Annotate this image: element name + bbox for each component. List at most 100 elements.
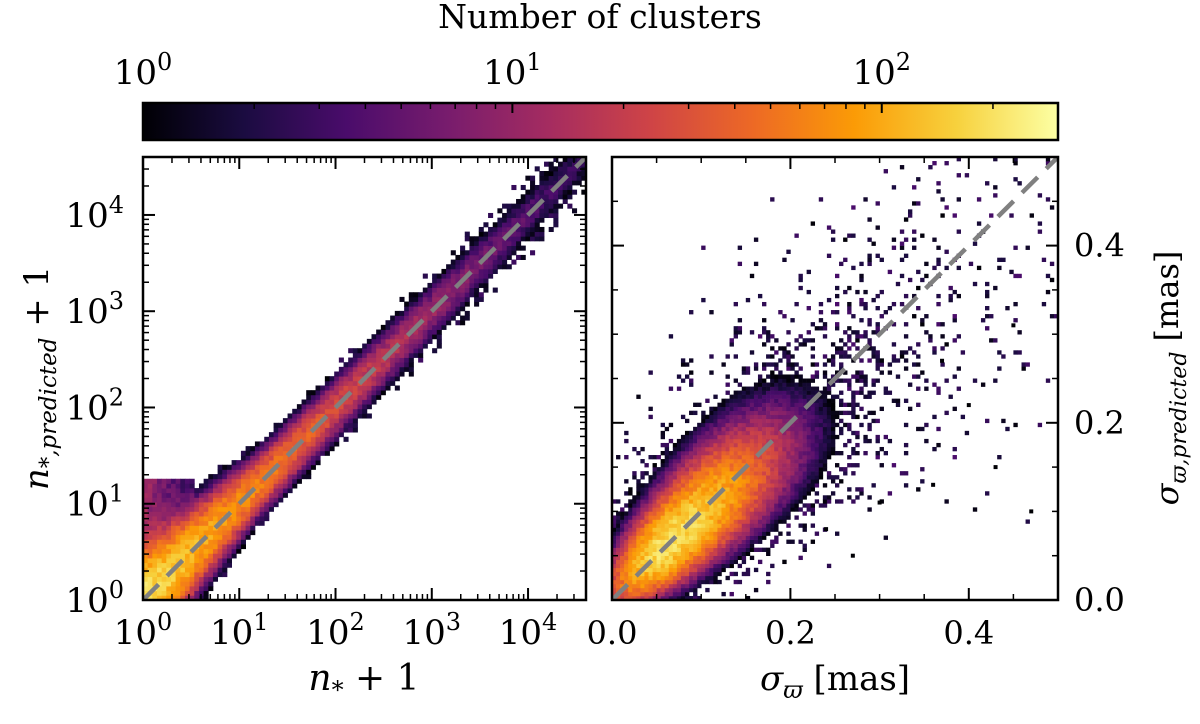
heatmap-cell: [798, 539, 803, 544]
heatmap-cell: [924, 438, 929, 444]
heatmap-cell: [203, 544, 209, 550]
heatmap-cell: [632, 583, 637, 589]
heatmap-cell: [733, 479, 738, 484]
heatmap-cell: [628, 507, 633, 512]
heatmap-cell: [184, 567, 191, 573]
heatmap-cell: [226, 562, 232, 568]
heatmap-cell: [818, 410, 824, 416]
heatmap-cell: [689, 567, 694, 573]
heatmap-cell: [745, 511, 751, 516]
heatmap-cell: [725, 402, 730, 407]
heatmap-cell: [920, 479, 925, 484]
heatmap-cell: [175, 590, 181, 596]
heatmap-cell: [469, 245, 475, 251]
heatmap-cell: [867, 495, 872, 500]
heatmap-cell: [282, 483, 288, 489]
heatmap-cell: [640, 587, 645, 593]
heatmap-cell: [422, 334, 428, 340]
heatmap-cell: [436, 334, 442, 340]
heatmap-cell: [709, 354, 714, 359]
left-y-axis-label: n*,predicted + 1: [17, 266, 62, 490]
heatmap-cell: [916, 177, 921, 182]
heatmap-cell: [648, 495, 653, 500]
heatmap-cell: [770, 511, 775, 516]
heatmap-cell: [296, 478, 302, 484]
heatmap-cell: [855, 463, 860, 468]
heatmap-cell: [208, 576, 214, 582]
heatmap-cell: [753, 394, 759, 399]
heatmap-cell: [189, 590, 195, 596]
heatmap-cell: [497, 226, 503, 233]
heatmap-cell: [814, 467, 820, 472]
heatmap-cell: [287, 427, 293, 433]
heatmap-cell: [254, 506, 260, 512]
heatmap-cell: [717, 442, 722, 448]
heatmap-cell: [264, 497, 270, 503]
heatmap-cell: [680, 591, 686, 597]
heatmap-cell: [648, 595, 653, 600]
heatmap-cell: [652, 495, 657, 500]
heatmap-cell: [273, 469, 279, 475]
heatmap-cell: [701, 547, 706, 552]
heatmap-cell: [729, 551, 734, 556]
heatmap-cell: [867, 322, 872, 327]
heatmap-cell: [693, 426, 698, 432]
heatmap-cell: [539, 217, 545, 223]
heatmap-cell: [644, 483, 649, 488]
heatmap-cell: [676, 519, 682, 524]
heatmap-cell: [652, 571, 657, 577]
heatmap-cell: [753, 366, 759, 371]
heatmap-cell: [226, 474, 232, 480]
heatmap-cell: [713, 559, 718, 565]
heatmap-cell: [697, 467, 702, 472]
heatmap-cell: [175, 553, 181, 559]
heatmap-cell: [640, 531, 645, 536]
heatmap-cell: [226, 530, 232, 536]
heatmap-cell: [166, 502, 172, 508]
heatmap-cell: [843, 342, 848, 347]
heatmap-cell: [907, 277, 913, 283]
heatmap-cell: [697, 531, 702, 536]
heatmap-cell: [810, 322, 816, 327]
heatmap-cell: [672, 523, 678, 528]
heatmap-cell: [399, 366, 405, 372]
heatmap-cell: [143, 576, 149, 582]
heatmap-cell: [329, 432, 335, 438]
heatmap-cell: [644, 507, 649, 512]
heatmap-cell: [774, 463, 779, 468]
heatmap-cell: [676, 575, 682, 581]
heatmap-cell: [867, 358, 872, 363]
heatmap-cell: [757, 426, 763, 432]
heatmap-cell: [717, 450, 722, 456]
heatmap-cell: [222, 544, 228, 550]
heatmap-cell: [705, 418, 710, 424]
heatmap-cell: [818, 406, 824, 412]
heatmap-cell: [166, 483, 172, 489]
heatmap-cell: [250, 506, 256, 512]
heatmap-cell: [810, 402, 816, 407]
heatmap-cell: [236, 516, 242, 522]
heatmap-cell: [936, 245, 941, 250]
heatmap-cell: [770, 467, 775, 472]
heatmap-cell: [170, 581, 177, 587]
heatmap-cell: [826, 426, 832, 432]
heatmap-cell: [189, 502, 195, 508]
heatmap-cell: [203, 562, 209, 568]
heatmap-cell: [668, 531, 674, 536]
heatmap-cell: [324, 385, 330, 391]
heatmap-cell: [924, 386, 929, 391]
heatmap-cell: [717, 402, 722, 407]
heatmap-cell: [366, 404, 372, 410]
heatmap-cell: [713, 479, 718, 484]
heatmap-cell: [725, 499, 730, 504]
heatmap-cell: [506, 240, 512, 246]
heatmap-cell: [693, 507, 698, 512]
heatmap-cell: [729, 446, 734, 452]
heatmap-cell: [770, 442, 775, 448]
heatmap-cell: [450, 306, 456, 312]
heatmap-cell: [709, 442, 714, 448]
heatmap-cell: [762, 519, 767, 524]
heatmap-cell: [709, 551, 714, 556]
x-tick-label: 0.4: [943, 614, 994, 652]
heatmap-cell: [733, 422, 738, 428]
